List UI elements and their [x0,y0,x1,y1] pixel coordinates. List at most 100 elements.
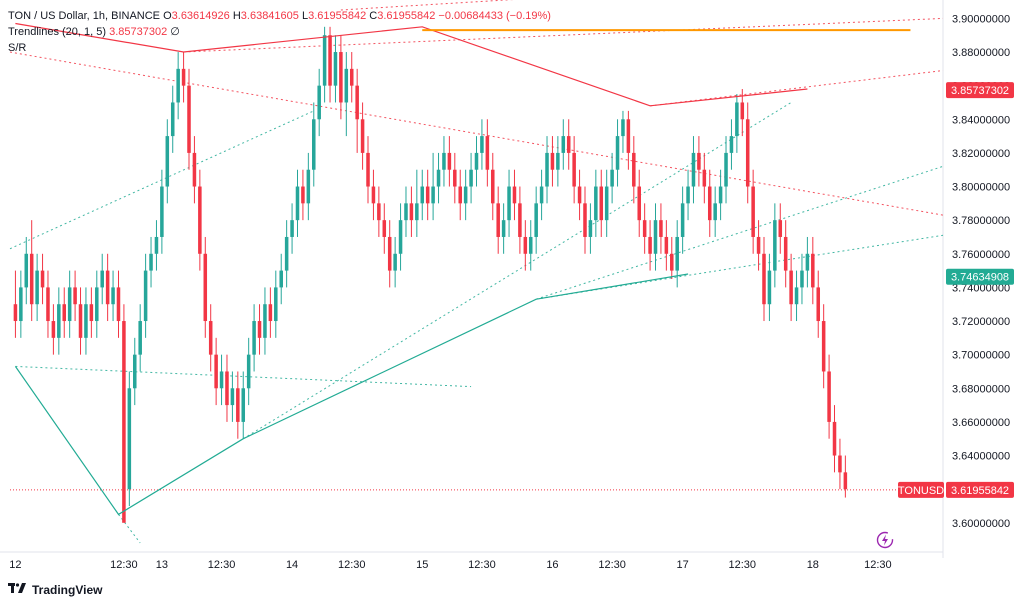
x-tick-label: 12:30 [338,559,366,571]
candle-body [756,236,761,254]
trendline-overlays [14,22,911,516]
close-value: 3.61955842 [377,10,436,22]
candle-body [387,236,392,271]
candle-body [821,321,826,372]
candle-body [160,186,164,237]
candle-body [312,119,316,170]
candle-body [632,152,636,187]
candle-body [577,186,582,204]
sr-row[interactable]: S/R [8,40,551,56]
candle-body [393,253,397,271]
candle-body [138,321,142,355]
x-tick-label: 13 [156,559,168,571]
candle-body [518,203,522,237]
candle-body [40,270,45,288]
candle-body [745,119,750,187]
candle-body [19,287,23,322]
candle-body [805,253,810,271]
candle-body [816,287,821,322]
candle-body [132,354,137,389]
indicator-row[interactable]: Trendlines (20, 1, 5) 3.85737302 ∅ [8,24,551,40]
close-label: C [369,10,378,22]
candle-body [328,35,332,86]
candle-body [626,119,631,153]
candle-body [214,354,218,389]
candle-body [458,186,462,204]
candle-body [105,270,110,305]
y-tick-label: 3.68000000 [952,383,1010,395]
x-tick-label: 16 [546,559,558,571]
candle-body [274,287,278,322]
candle-body [621,119,625,137]
candle-body [67,287,72,322]
sr-label[interactable]: S/R [8,42,27,54]
candle-body [474,152,479,170]
candle-body [198,186,202,254]
candle-body [51,321,56,338]
x-tick-label: 12 [9,559,21,571]
candle-body [127,388,132,490]
price-label-name: TONUSD [898,485,944,497]
candle-body [436,169,441,187]
candle-body [154,236,159,254]
candle-body [789,270,793,305]
candle-body [794,287,799,305]
price-label-value: 3.85737302 [951,85,1009,97]
candle-body [203,253,208,322]
y-tick-label: 3.70000000 [952,350,1010,362]
candle-body [832,421,837,456]
candle-body [751,186,755,237]
candle-body [241,388,246,422]
candle-body [257,321,262,338]
candle-body [523,236,528,254]
candle-body [642,220,647,237]
candle-body [84,304,88,338]
candle-body [556,152,560,170]
candle-body [246,354,251,389]
candle-body [165,136,170,187]
change-value: −0.00684433 (−0.19%) [438,10,551,22]
candle-body [295,186,300,221]
candle-body [707,186,712,221]
y-tick-label: 3.72000000 [952,316,1010,328]
candle-body [176,68,180,103]
support-extension-line [118,514,141,544]
candle-body [453,169,457,187]
candle-body [599,186,604,221]
indicator-name[interactable]: Trendlines (20, 1, 5) [8,26,107,38]
candle-body [284,236,289,271]
flash-icon[interactable] [876,531,894,549]
indicator-value: 3.85737302 [109,26,168,38]
candle-body [252,321,256,355]
y-tick-label: 3.78000000 [952,215,1010,227]
y-tick-label: 3.88000000 [952,47,1010,59]
candle-body [507,186,511,221]
open-value: 3.63614926 [171,10,230,22]
candle-body [360,119,365,153]
price-label-tag [946,481,1014,498]
price-axis-labels: 3.85737302 3.74634908 TONUSD 3.61955842 [898,82,1014,498]
candle-body [306,169,311,204]
resistance-extension-line [9,51,944,216]
candle-body [225,371,229,406]
candle-body [100,270,104,288]
candle-body [594,186,598,221]
support-extension-line [536,234,944,300]
symbol-name[interactable]: TON / US Dollar, 1h, BINANCE [8,10,161,22]
candle-body [415,203,419,221]
candle-body [187,85,191,153]
candle-body [181,68,186,86]
high-value: 3.63841605 [240,10,299,22]
candle-body [339,52,343,103]
candle-body [322,35,327,86]
tradingview-brand[interactable]: TradingView [8,583,102,597]
candle-body [800,270,804,288]
candle-body [469,169,473,187]
candle-body [767,270,772,305]
x-tick-label: 14 [286,559,298,571]
candle-body [664,236,669,254]
time-axis: 12 12:30 13 12:30 14 12:30 15 12:30 16 12:30 17 12:… [9,559,891,571]
x-tick-label: 12:30 [110,559,138,571]
low-label: L [301,10,309,22]
